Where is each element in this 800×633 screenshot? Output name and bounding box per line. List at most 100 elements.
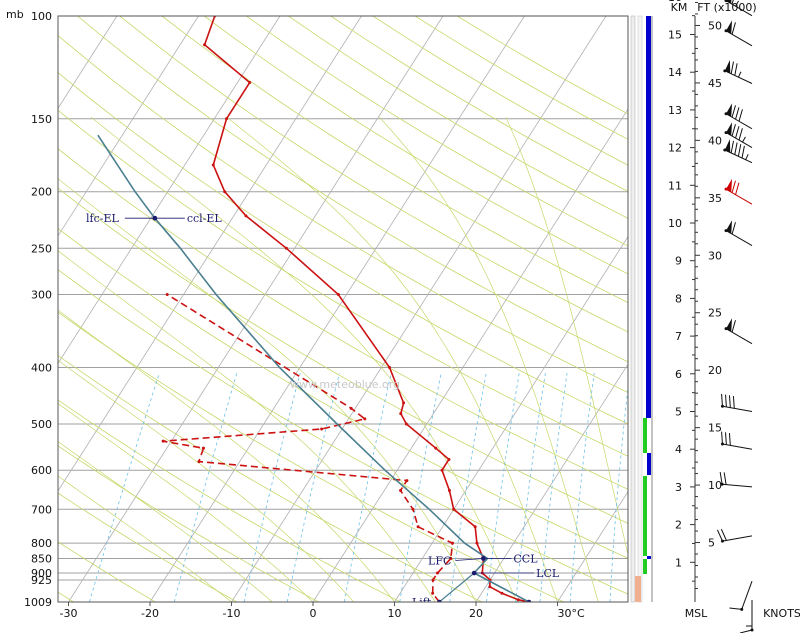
temperature-tick-label: -10 xyxy=(223,607,241,620)
barb-feather xyxy=(725,432,727,445)
km-tick-label: 14 xyxy=(668,66,682,79)
pressure-tick-label: 925 xyxy=(31,574,52,587)
dewpoint-point xyxy=(197,460,201,464)
barb-shaft xyxy=(722,483,753,488)
layer-bar xyxy=(646,16,651,418)
pressure-tick-label: 150 xyxy=(31,113,52,126)
temperature-point xyxy=(440,468,444,472)
temperature-tick-label: -30 xyxy=(60,607,78,620)
parcel-label-leader xyxy=(455,558,484,561)
barb-feather xyxy=(741,145,745,159)
barb-feather xyxy=(735,182,740,195)
barb-feather xyxy=(731,222,736,235)
km-tick-label: 12 xyxy=(668,142,682,155)
temperature-point xyxy=(399,412,403,416)
barb-feather xyxy=(731,124,736,137)
pressure-tick-label: 1009 xyxy=(24,596,52,609)
moist-adiabat xyxy=(58,178,477,602)
dewpoint-point xyxy=(416,525,420,529)
pressure-tick-label: 500 xyxy=(31,418,52,431)
pressure-tick-label: 800 xyxy=(31,537,52,550)
layer-bar xyxy=(643,476,647,556)
temperature-point xyxy=(284,246,288,250)
panel-bar-left xyxy=(630,15,636,603)
parcel-label: LCL xyxy=(536,567,560,580)
ft-tick-label: 25 xyxy=(708,307,722,320)
barb-pennant xyxy=(726,103,733,117)
temperature-point xyxy=(447,489,451,493)
barb-feather xyxy=(721,431,723,445)
temperature-tick-label: 30°C xyxy=(558,607,585,620)
moist-adiabat xyxy=(58,475,232,602)
temperature-point xyxy=(452,507,456,511)
wind-barb xyxy=(724,122,753,149)
barb-feather xyxy=(738,109,743,122)
height-panel: 16 15 14 13 12 11 10 9 8 7 6 5 4 3 2 1 50 45 40 35 30 25 20 15 1… xyxy=(630,0,800,620)
dewpoint-point xyxy=(431,578,435,582)
barb-feather xyxy=(725,394,727,408)
dry-adiabat xyxy=(77,16,628,363)
pressure-tick-label: 250 xyxy=(31,242,52,255)
dry-adiabat xyxy=(58,269,628,595)
ft-tick-label: 5 xyxy=(708,537,715,550)
wind-barb xyxy=(720,431,753,450)
mixing-ratio-line xyxy=(486,373,520,602)
ft-tick-label: 30 xyxy=(708,249,722,262)
km-tick-label: 6 xyxy=(675,368,682,381)
barb-feather xyxy=(721,393,723,407)
km-tick-label: 10 xyxy=(668,217,682,230)
wind-barb xyxy=(723,59,753,84)
moist-adiabat xyxy=(379,116,599,602)
dry-adiabat xyxy=(58,541,156,602)
parcel-marker xyxy=(481,556,486,561)
dry-adiabat xyxy=(372,16,628,166)
pressure-tick-label: 850 xyxy=(31,553,52,566)
barb-half-feather xyxy=(735,0,739,7)
layer-bar xyxy=(647,453,651,475)
wind-barb xyxy=(724,20,753,47)
mixing-ratio-line xyxy=(609,384,628,602)
isotherm xyxy=(721,16,800,602)
km-tick-label: 7 xyxy=(675,330,682,343)
temperature-point xyxy=(402,401,406,405)
mixing-ratio-line xyxy=(569,373,595,602)
watermark: www.meteoblue.org xyxy=(290,378,400,391)
moist-adiabat xyxy=(58,309,395,602)
dewpoint-point xyxy=(161,439,165,443)
layer-bar xyxy=(643,559,647,574)
wind-barb xyxy=(729,580,753,611)
dry-adiabat xyxy=(58,227,628,559)
km-tick-label: 11 xyxy=(668,179,682,192)
barb-feather xyxy=(732,396,735,409)
barb-pennant xyxy=(726,0,732,4)
ft-tick-label: 35 xyxy=(708,192,722,205)
moist-adiabat xyxy=(505,116,628,557)
mixing-ratio-line xyxy=(243,372,301,602)
ft-axis-title: FT (x1000) xyxy=(697,1,756,14)
isotherm xyxy=(312,108,628,602)
parcel-label: ccl-EL xyxy=(187,212,223,225)
ft-tick-label: 45 xyxy=(708,77,722,90)
barb-pennant xyxy=(726,122,733,136)
dewpoint-point xyxy=(349,406,353,410)
ft-tick-label: 10 xyxy=(708,479,722,492)
km-tick-label: 4 xyxy=(675,443,682,456)
parcel-label: LFC xyxy=(428,555,451,568)
wind-barb xyxy=(723,139,753,164)
dewpoint-point xyxy=(449,557,453,561)
dewpoint-point xyxy=(399,489,403,493)
barb-pennant xyxy=(724,139,731,153)
dewpoint-profile xyxy=(162,293,454,602)
temperature-tick-label: 0 xyxy=(310,607,317,620)
temperature-tick-label: 10 xyxy=(388,607,402,620)
mixing-ratio-line xyxy=(539,373,568,602)
barb-feather xyxy=(723,472,727,485)
dry-adiabat xyxy=(58,34,628,393)
barb-shaft xyxy=(725,230,753,247)
barb-shaft xyxy=(725,188,753,205)
barb-feather xyxy=(719,471,723,485)
isotherm xyxy=(68,16,444,602)
knots-label: KNOTS xyxy=(763,607,800,620)
pressure-tick-label: 100 xyxy=(31,10,52,23)
